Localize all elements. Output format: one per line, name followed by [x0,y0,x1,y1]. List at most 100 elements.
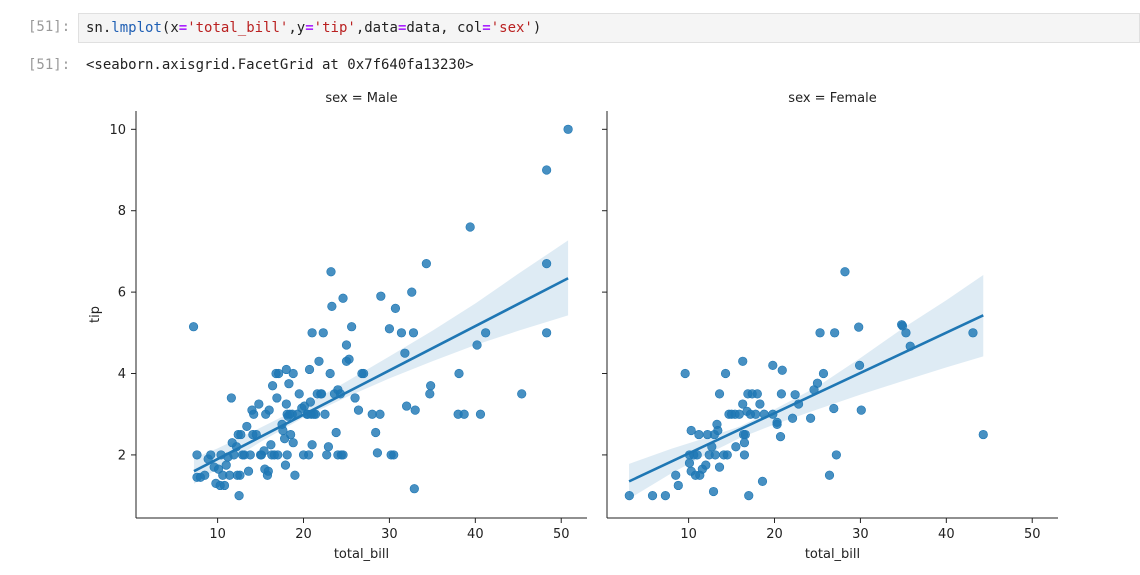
data-point [790,390,800,400]
input-prompt: [51]: [28,19,71,35]
y-tick-label: 4 [118,367,126,382]
data-point [713,425,723,436]
data-point [350,393,360,403]
data-point [225,470,235,480]
data-point [738,356,748,366]
data-point [751,409,761,419]
data-point [323,442,334,452]
data-point [542,165,552,175]
data-point [708,486,719,497]
data-point [344,354,354,364]
data-point [226,393,236,403]
data-point [245,450,255,460]
data-point [831,450,841,460]
x-tick-label: 30 [381,527,398,542]
data-point [243,466,254,476]
facet-panel-1: 10 20 30 40 50 2 4 6 8 10 sex = Male total_bill tip [88,91,587,562]
data-point [465,222,475,232]
output-prompt: [51]: [28,57,71,73]
data-point [563,124,573,134]
data-point [338,293,348,303]
data-point [752,389,762,399]
data-point [744,491,754,501]
data-point [738,399,748,409]
facet-title: sex = Male [325,91,397,106]
data-point [421,259,431,269]
data-point [396,328,407,338]
data-point [739,438,750,448]
data-point [272,393,282,403]
x-tick-label: 40 [467,527,484,542]
data-point [824,470,835,480]
regression-line [193,277,569,473]
data-point [390,303,401,313]
data-point [267,381,278,391]
data-point [234,491,244,501]
data-point [768,360,778,370]
data-point [856,405,866,415]
data-point [266,440,276,450]
data-point [454,368,464,379]
data-point [254,399,264,409]
data-point [409,484,419,494]
x-tick-label: 30 [852,527,869,542]
data-point [288,438,298,448]
x-tick-label: 50 [1024,527,1041,542]
data-point [815,328,825,338]
data-point [282,450,292,460]
data-point [206,450,216,460]
data-point [304,450,314,460]
data-point [325,368,335,379]
data-point [273,450,283,460]
data-point [680,368,690,379]
data-point [320,409,330,419]
data-point [410,405,420,415]
data-point [402,401,412,411]
data-point [425,389,435,399]
x-tick-label: 10 [209,527,226,542]
data-point [426,381,436,391]
data-point [294,389,304,399]
data-point [475,409,486,419]
y-tick-label: 6 [118,286,126,301]
data-point [242,421,252,432]
data-point [710,450,720,460]
data-point [318,328,328,338]
data-point [192,450,202,460]
data-point [314,356,324,366]
code-cell[interactable]: sn.lmplot(x='total_bill',y='tip',data=da… [78,13,1140,43]
data-point [263,466,273,476]
data-point [701,460,711,470]
x-axis-label: total_bill [334,547,389,562]
data-point [372,448,382,458]
data-point [647,491,658,501]
data-point [375,409,385,419]
facet-title: sex = Female [788,91,876,106]
data-point [367,409,377,419]
x-tick-label: 50 [553,527,570,542]
data-point [694,429,704,440]
data-point [331,427,341,438]
data-point [288,368,298,379]
regression-line [628,314,984,483]
data-point [722,450,732,460]
data-point [818,368,829,379]
data-point [472,340,482,350]
data-point [353,405,364,415]
data-point [281,364,291,375]
data-point [284,379,294,389]
data-point [714,462,725,472]
data-point [542,259,552,269]
data-point [274,368,284,379]
data-point [221,460,231,470]
data-point [304,364,315,375]
data-point [327,301,337,311]
data-point [671,470,681,480]
data-point [978,429,988,440]
data-point [359,368,369,379]
data-point [854,322,864,332]
data-point [739,450,750,460]
data-point [775,432,786,442]
data-point [714,389,725,399]
